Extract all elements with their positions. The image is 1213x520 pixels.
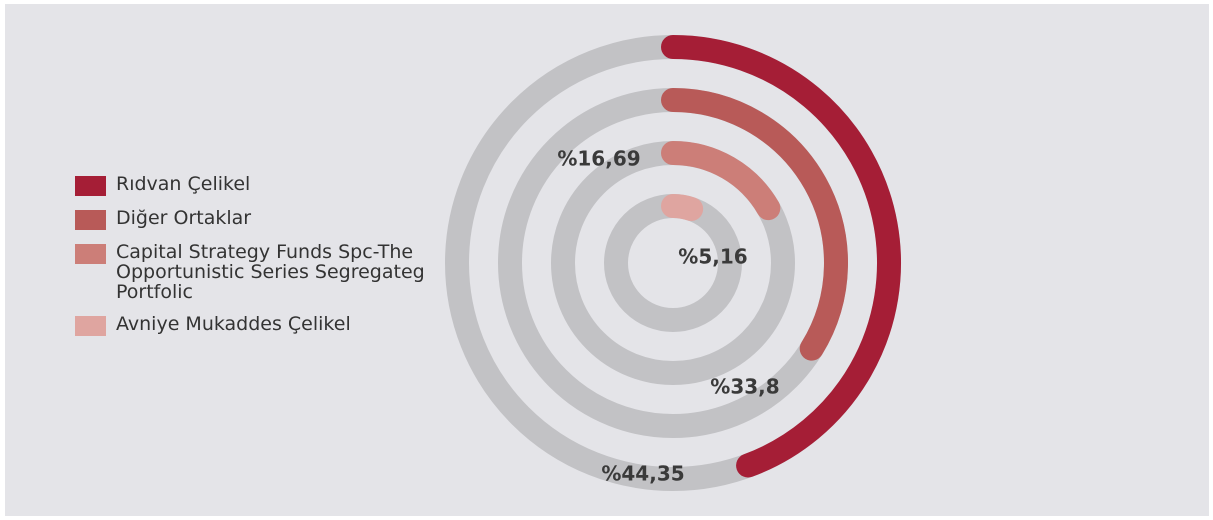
legend-item: Diğer Ortaklar [75,208,435,230]
chart: %44,35 %33,8 %16,69 %5,16 Rıdvan Çelikel Diğ… [5,4,1209,516]
value-label: %5,16 [678,245,747,269]
value-label: %16,69 [557,147,640,171]
legend-item: Avniye Mukaddes Çelikel [75,314,435,336]
legend-swatch [75,176,106,196]
legend-label: Diğer Ortaklar [116,207,252,229]
legend-label: Rıdvan Çelikel [116,173,251,195]
legend-swatch [75,244,106,264]
value-label: %44,35 [601,462,684,486]
legend-item: Capital Strategy Funds Spc-The Opportuni… [75,242,435,302]
bar-arc [661,194,704,221]
legend-label: Capital Strategy Funds Spc-The Opportuni… [116,241,425,303]
bar-arc [661,141,781,221]
plot: %44,35 %33,8 %16,69 %5,16 [445,35,901,491]
legend-swatch [75,210,106,230]
legend: Rıdvan Çelikel Diğer Ortaklar Capital Stra… [75,174,435,348]
value-label: %33,8 [710,375,779,399]
bar-arc [661,35,901,478]
legend-item: Rıdvan Çelikel [75,174,435,196]
legend-label: Avniye Mukaddes Çelikel [116,313,351,335]
bar-arc [661,88,848,361]
legend-swatch [75,316,106,336]
